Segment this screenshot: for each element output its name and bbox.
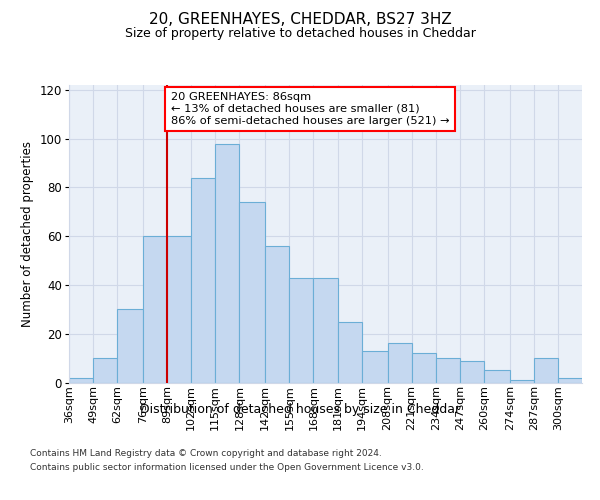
- Bar: [191, 178, 215, 382]
- Text: Size of property relative to detached houses in Cheddar: Size of property relative to detached ho…: [125, 28, 475, 40]
- Text: Contains public sector information licensed under the Open Government Licence v3: Contains public sector information licen…: [30, 464, 424, 472]
- Bar: [215, 144, 239, 382]
- Text: Contains HM Land Registry data © Crown copyright and database right 2024.: Contains HM Land Registry data © Crown c…: [30, 448, 382, 458]
- Bar: [338, 322, 362, 382]
- Bar: [93, 358, 117, 382]
- Bar: [388, 344, 412, 382]
- Bar: [460, 360, 484, 382]
- Bar: [534, 358, 558, 382]
- Bar: [143, 236, 167, 382]
- Bar: [484, 370, 510, 382]
- Bar: [265, 246, 289, 382]
- Bar: [289, 278, 313, 382]
- Bar: [412, 353, 436, 382]
- Text: 20 GREENHAYES: 86sqm
← 13% of detached houses are smaller (81)
86% of semi-detac: 20 GREENHAYES: 86sqm ← 13% of detached h…: [171, 92, 449, 126]
- Bar: [558, 378, 582, 382]
- Bar: [239, 202, 265, 382]
- Bar: [167, 236, 191, 382]
- Bar: [69, 378, 93, 382]
- Bar: [436, 358, 460, 382]
- Text: 20, GREENHAYES, CHEDDAR, BS27 3HZ: 20, GREENHAYES, CHEDDAR, BS27 3HZ: [149, 12, 451, 28]
- Bar: [117, 310, 143, 382]
- Bar: [510, 380, 534, 382]
- Bar: [362, 351, 388, 382]
- Text: Distribution of detached houses by size in Cheddar: Distribution of detached houses by size …: [140, 402, 460, 415]
- Y-axis label: Number of detached properties: Number of detached properties: [21, 141, 34, 327]
- Bar: [313, 278, 338, 382]
